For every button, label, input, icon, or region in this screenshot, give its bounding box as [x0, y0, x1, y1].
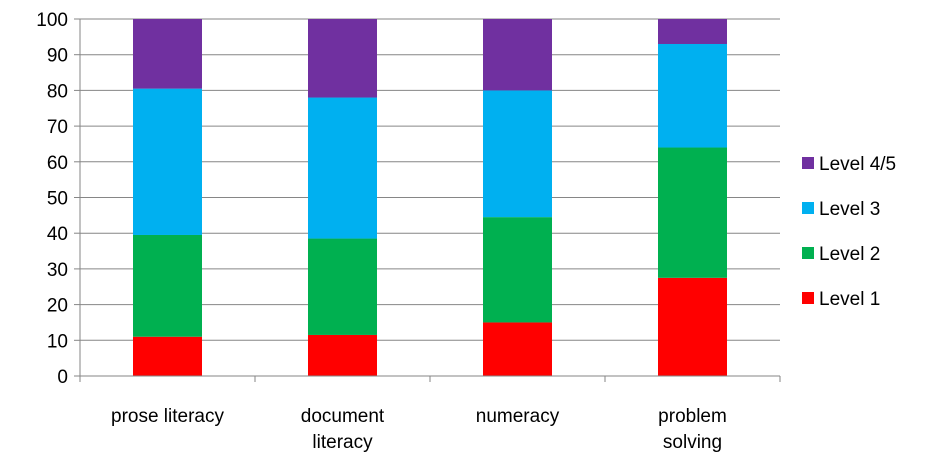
y-tick-label: 70	[47, 117, 68, 138]
x-category-label: literacy	[312, 432, 373, 453]
bar-segment-level-1	[483, 322, 552, 376]
legend-item: Level 2	[802, 244, 880, 265]
bar-segment-level-1	[658, 277, 727, 376]
bar-segment-level-2	[133, 234, 202, 337]
x-axis-labels: prose literacy document literacy numeracy pr…	[111, 406, 727, 453]
y-tick-label: 90	[47, 46, 68, 67]
legend-swatch	[802, 247, 814, 259]
bar-segment-level-2	[483, 217, 552, 323]
legend: Level 4/5 Level 3 Level 2 Level 1	[802, 154, 896, 310]
legend-item: Level 3	[802, 199, 880, 220]
legend-label: Level 4/5	[819, 154, 896, 175]
bar-segment-level-3	[658, 43, 727, 148]
y-tick-label: 100	[36, 10, 68, 31]
bar-segment-level-4-5	[483, 19, 552, 91]
legend-swatch	[802, 157, 814, 169]
y-tick-label: 0	[57, 367, 68, 388]
legend-item: Level 4/5	[802, 154, 896, 175]
x-category-label: solving	[663, 432, 722, 453]
bars	[133, 19, 727, 376]
bar-segment-level-3	[308, 97, 377, 239]
legend-label: Level 1	[819, 289, 880, 310]
bar-segment-level-2	[658, 147, 727, 278]
bar-segment-level-1	[308, 334, 377, 376]
bar-segment-level-4-5	[133, 19, 202, 89]
x-category-label: prose literacy	[111, 406, 224, 427]
bar-segment-level-4-5	[658, 19, 727, 44]
bar-segment-level-1	[133, 336, 202, 376]
y-tick-label: 50	[47, 189, 68, 210]
legend-item: Level 1	[802, 289, 880, 310]
y-tick-label: 80	[47, 81, 68, 102]
y-axis-ticks: 0 10 20 30 40 50 60 70 80 90 100	[36, 10, 80, 388]
bar-segment-level-4-5	[308, 19, 377, 98]
legend-label: Level 3	[819, 199, 880, 220]
legend-swatch	[802, 292, 814, 304]
x-category-label: problem	[658, 406, 727, 427]
x-category-label: numeracy	[476, 406, 560, 427]
legend-label: Level 2	[819, 244, 880, 265]
y-tick-label: 60	[47, 153, 68, 174]
y-tick-label: 10	[47, 331, 68, 352]
bar-segment-level-2	[308, 238, 377, 335]
bar-segment-level-3	[483, 90, 552, 218]
y-tick-label: 20	[47, 296, 68, 317]
bar-segment-level-3	[133, 88, 202, 235]
legend-swatch	[802, 202, 814, 214]
y-tick-label: 30	[47, 260, 68, 281]
y-tick-label: 40	[47, 224, 68, 245]
x-category-label: document	[301, 406, 385, 427]
